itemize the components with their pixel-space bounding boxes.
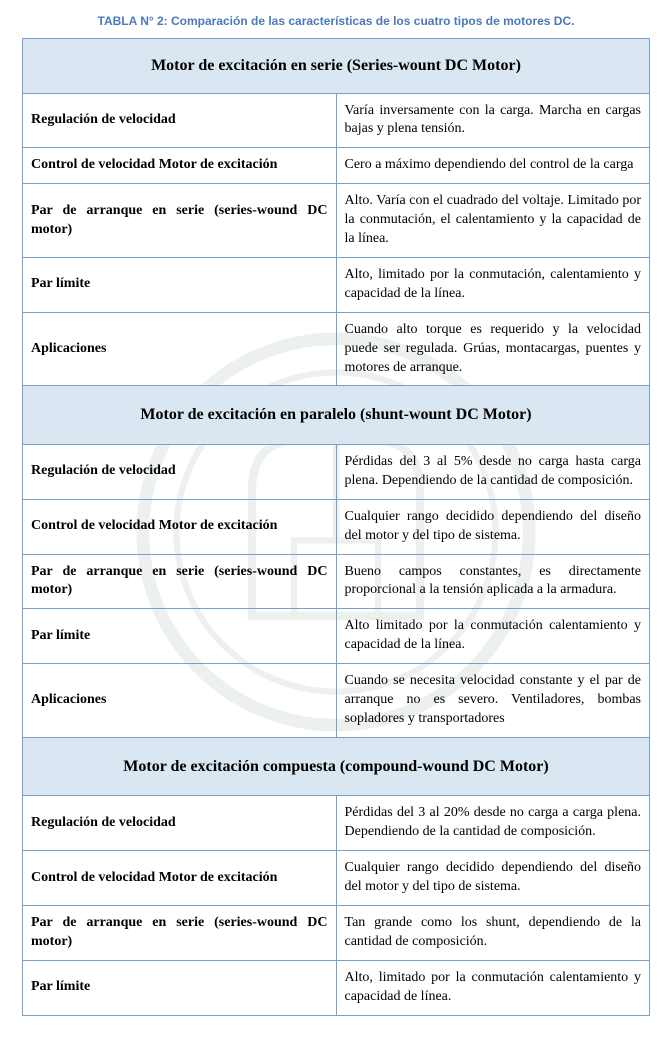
row-value: Cualquier rango decidido dependiendo del…: [336, 499, 650, 554]
page-container: TABLA N° 2: Comparación de las caracterí…: [0, 0, 672, 1016]
table-row: Control de velocidad Motor de excitación…: [23, 499, 650, 554]
row-value: Alto. Varía con el cuadrado del voltaje.…: [336, 184, 650, 258]
table-row: Control de velocidad Motor de excitación…: [23, 851, 650, 906]
table-row: Regulación de velocidad Pérdidas del 3 a…: [23, 444, 650, 499]
row-value: Tan grande como los shunt, dependiendo d…: [336, 905, 650, 960]
row-label: Par límite: [23, 960, 337, 1015]
table-row: Par límite Alto, limitado por la conmuta…: [23, 257, 650, 312]
row-value: Pérdidas del 3 al 20% desde no carga a c…: [336, 796, 650, 851]
section-header: Motor de excitación compuesta (compound-…: [23, 737, 650, 796]
row-label: Aplicaciones: [23, 664, 337, 738]
table-row: Regulación de velocidad Varía inversamen…: [23, 93, 650, 148]
table-row: Aplicaciones Cuando alto torque es reque…: [23, 312, 650, 386]
row-value: Cero a máximo dependiendo del control de…: [336, 148, 650, 184]
row-value: Pérdidas del 3 al 5% desde no carga hast…: [336, 444, 650, 499]
table-row: Control de velocidad Motor de excitación…: [23, 148, 650, 184]
row-label: Control de velocidad Motor de excitación: [23, 499, 337, 554]
row-label: Regulación de velocidad: [23, 93, 337, 148]
row-label: Regulación de velocidad: [23, 444, 337, 499]
row-value: Bueno campos constantes, es directamente…: [336, 554, 650, 609]
row-label: Par límite: [23, 257, 337, 312]
row-value: Alto, limitado por la conmutación calent…: [336, 960, 650, 1015]
row-value: Cuando alto torque es requerido y la vel…: [336, 312, 650, 386]
row-label: Par de arranque en serie (series-wound D…: [23, 905, 337, 960]
row-value: Cuando se necesita velocidad constante y…: [336, 664, 650, 738]
comparison-table: Motor de excitación en serie (Series-wou…: [22, 38, 650, 1016]
table-row: Par límite Alto, limitado por la conmuta…: [23, 960, 650, 1015]
section-header: Motor de excitación en serie (Series-wou…: [23, 39, 650, 94]
table-row: Regulación de velocidad Pérdidas del 3 a…: [23, 796, 650, 851]
table-row: Par de arranque en serie (series-wound D…: [23, 184, 650, 258]
table-caption: TABLA N° 2: Comparación de las caracterí…: [22, 14, 650, 28]
row-value: Varía inversamente con la carga. Marcha …: [336, 93, 650, 148]
row-value: Cualquier rango decidido dependiendo del…: [336, 851, 650, 906]
row-label: Par de arranque en serie (series-wound D…: [23, 184, 337, 258]
row-label: Regulación de velocidad: [23, 796, 337, 851]
row-label: Control de velocidad Motor de excitación: [23, 851, 337, 906]
table-row: Par de arranque en serie (series-wound D…: [23, 905, 650, 960]
row-label: Control de velocidad Motor de excitación: [23, 148, 337, 184]
row-label: Par límite: [23, 609, 337, 664]
row-label: Aplicaciones: [23, 312, 337, 386]
table-row: Aplicaciones Cuando se necesita velocida…: [23, 664, 650, 738]
row-label: Par de arranque en serie (series-wound D…: [23, 554, 337, 609]
table-row: Par de arranque en serie (series-wound D…: [23, 554, 650, 609]
row-value: Alto, limitado por la conmutación, calen…: [336, 257, 650, 312]
table-row: Par límite Alto limitado por la conmutac…: [23, 609, 650, 664]
section-header: Motor de excitación en paralelo (shunt-w…: [23, 386, 650, 445]
row-value: Alto limitado por la conmutación calenta…: [336, 609, 650, 664]
